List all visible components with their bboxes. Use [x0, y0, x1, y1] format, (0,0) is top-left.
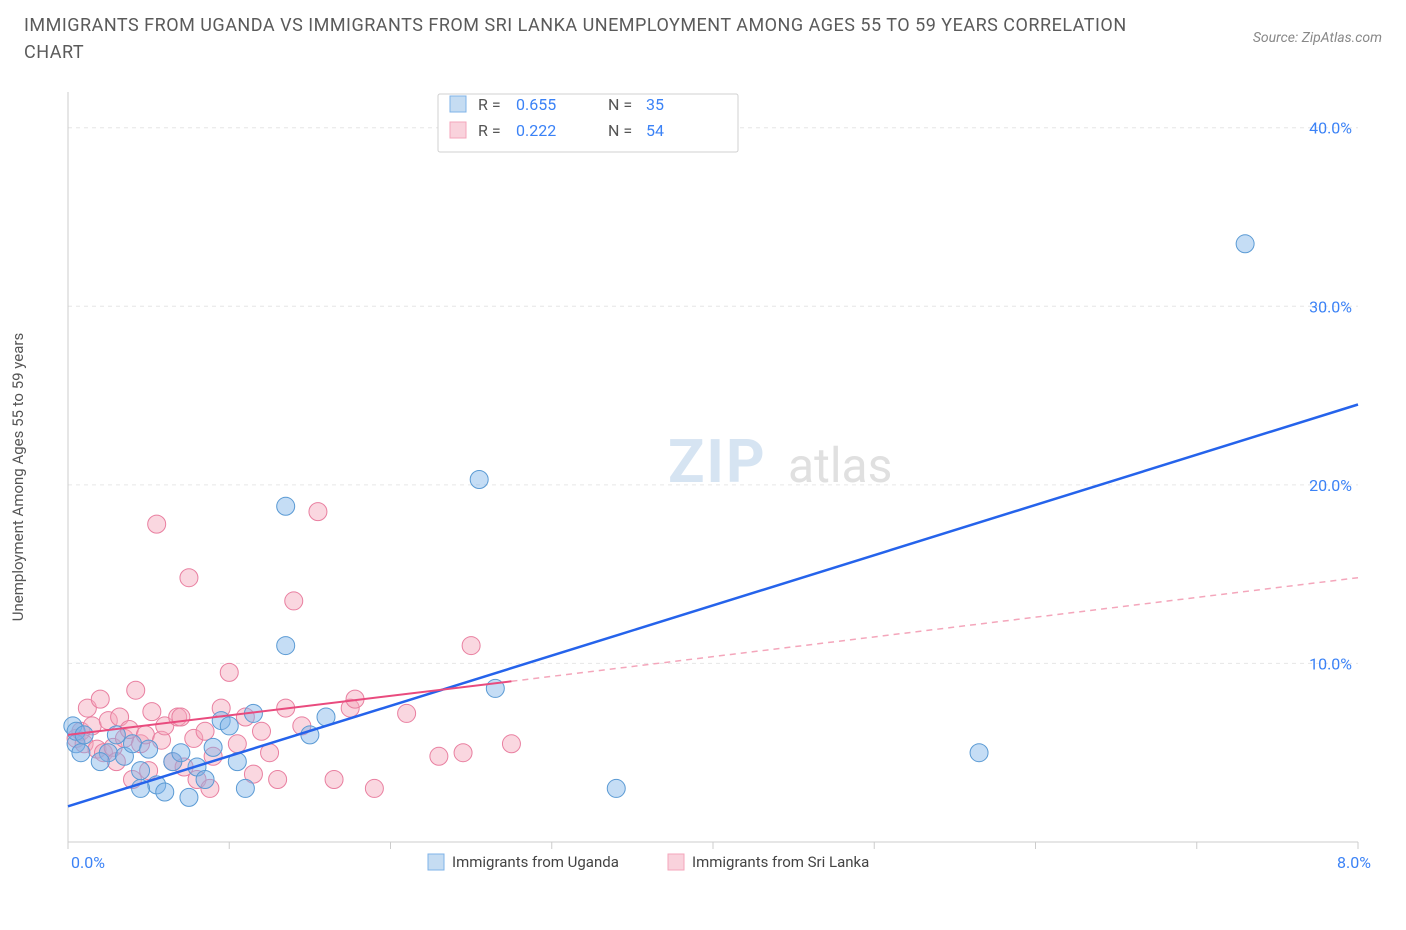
y-tick-label: 40.0%: [1309, 119, 1352, 138]
data-point-sri-lanka: [309, 503, 327, 521]
scatter-chart: 10.0% 20.0% 30.0% 40.0% ZIP atlas R = 0.655 N…: [58, 82, 1378, 872]
stats-r-value: 0.222: [516, 121, 556, 140]
data-point-uganda: [236, 779, 254, 797]
header-row: IMMIGRANTS FROM UGANDA VS IMMIGRANTS FRO…: [0, 0, 1406, 66]
data-point-uganda: [204, 738, 222, 756]
data-point-sri-lanka: [365, 779, 383, 797]
data-point-uganda: [277, 637, 295, 655]
data-point-uganda: [124, 735, 142, 753]
legend-label: Immigrants from Uganda: [452, 853, 619, 871]
data-point-uganda: [607, 779, 625, 797]
data-point-sri-lanka: [127, 681, 145, 699]
data-point-sri-lanka: [462, 637, 480, 655]
data-point-uganda: [75, 726, 93, 744]
data-point-sri-lanka: [398, 704, 416, 722]
data-point-sri-lanka: [430, 747, 448, 765]
stats-r-label: R =: [478, 95, 501, 114]
data-point-sri-lanka: [196, 722, 214, 740]
legend-swatch: [428, 854, 444, 870]
stats-r-label: R =: [478, 121, 501, 140]
stats-swatch: [450, 122, 466, 138]
stats-n-value: 54: [646, 121, 664, 140]
data-point-uganda: [196, 771, 214, 789]
data-point-sri-lanka: [180, 569, 198, 587]
data-point-uganda: [180, 788, 198, 806]
plot-container: Unemployment Among Ages 55 to 59 years 1…: [58, 82, 1378, 872]
data-point-sri-lanka: [91, 690, 109, 708]
data-point-uganda: [1236, 235, 1254, 253]
data-point-uganda: [132, 762, 150, 780]
watermark-zip: ZIP: [668, 426, 767, 497]
legend-swatch: [668, 854, 684, 870]
stats-n-label: N =: [608, 95, 632, 114]
x-tick-label: 8.0%: [1337, 853, 1371, 872]
data-point-sri-lanka: [253, 722, 271, 740]
data-point-uganda: [970, 744, 988, 762]
legend: Immigrants from Uganda Immigrants from Sr…: [428, 853, 869, 871]
stats-swatch: [450, 96, 466, 112]
data-point-sri-lanka: [143, 703, 161, 721]
data-point-uganda: [91, 753, 109, 771]
data-point-uganda: [156, 783, 174, 801]
data-point-sri-lanka: [228, 735, 246, 753]
data-point-uganda: [470, 471, 488, 489]
stats-box: R = 0.655 N = 35 R = 0.222 N = 54: [438, 94, 738, 152]
stats-n-label: N =: [608, 121, 632, 140]
chart-title: IMMIGRANTS FROM UGANDA VS IMMIGRANTS FRO…: [24, 12, 1144, 66]
data-point-sri-lanka: [454, 744, 472, 762]
watermark-atlas: atlas: [788, 437, 892, 494]
y-tick-label: 30.0%: [1309, 297, 1352, 316]
y-tick-label: 10.0%: [1309, 654, 1352, 673]
legend-label: Immigrants from Sri Lanka: [692, 853, 869, 871]
data-point-sri-lanka: [172, 708, 190, 726]
x-tick-label: 0.0%: [71, 853, 105, 872]
source-attribution: Source: ZipAtlas.com: [1253, 30, 1382, 46]
data-point-uganda: [72, 744, 90, 762]
data-point-uganda: [172, 744, 190, 762]
data-point-sri-lanka: [325, 771, 343, 789]
data-point-sri-lanka: [285, 592, 303, 610]
data-point-uganda: [140, 740, 158, 758]
y-axis-label: Unemployment Among Ages 55 to 59 years: [9, 333, 27, 621]
stats-n-value: 35: [646, 95, 664, 114]
data-point-sri-lanka: [269, 771, 287, 789]
data-point-uganda: [220, 717, 238, 735]
data-point-sri-lanka: [148, 515, 166, 533]
y-tick-label: 20.0%: [1309, 476, 1352, 495]
data-point-sri-lanka: [502, 735, 520, 753]
stats-r-value: 0.655: [516, 95, 556, 114]
data-point-uganda: [277, 497, 295, 515]
data-point-sri-lanka: [220, 663, 238, 681]
